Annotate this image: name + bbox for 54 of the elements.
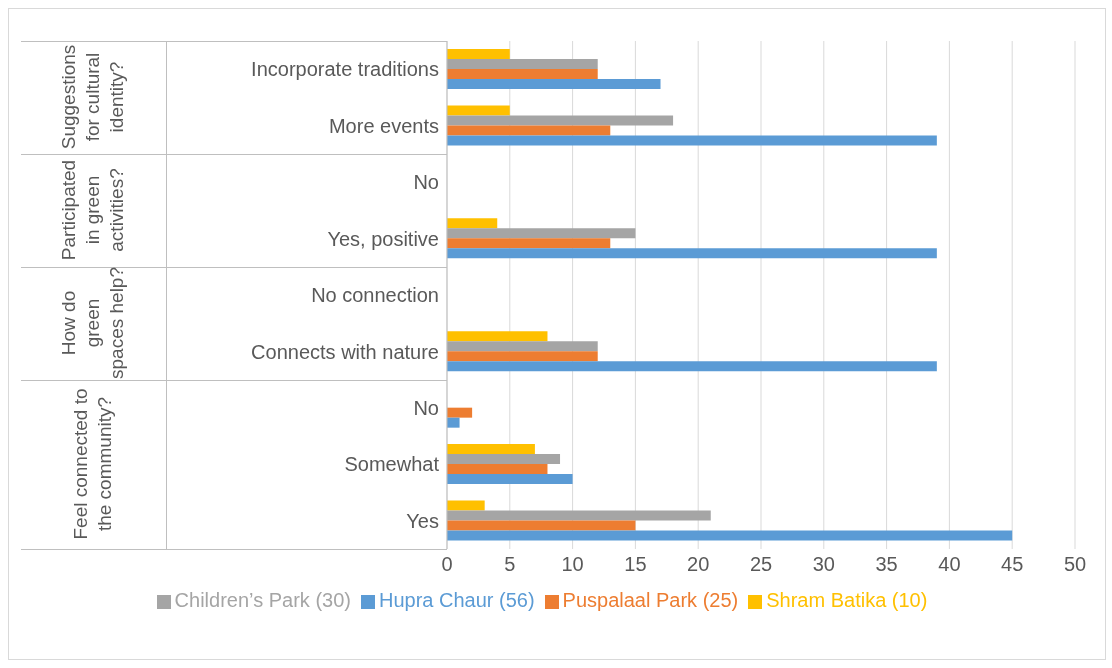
bar	[447, 69, 598, 79]
bar	[447, 228, 636, 239]
bar	[447, 407, 473, 418]
text: Participated in green activities?	[57, 159, 128, 263]
x-tick-label: 50	[1063, 553, 1087, 576]
x-tick-label: 15	[624, 553, 647, 576]
y-tick-label: Incorporate traditions	[251, 58, 439, 81]
bar	[447, 218, 498, 229]
x-tick-label: 45	[1001, 553, 1024, 576]
x-tick-label: 10	[561, 553, 584, 576]
x-tick-label: 5	[504, 553, 516, 576]
text: Feel connected to the community?	[69, 387, 116, 542]
y-tick-label: No	[413, 396, 439, 419]
x-tick-label: 30	[812, 553, 835, 576]
legend-label: Hupra Chaur (56)	[378, 589, 535, 611]
bar	[447, 115, 674, 126]
bar	[447, 464, 548, 475]
bar	[447, 59, 598, 69]
bar	[447, 238, 611, 249]
x-tick-label: 35	[875, 553, 898, 576]
y-tick-label: Connects with nature	[251, 340, 439, 363]
bar	[447, 341, 598, 352]
text: How do green spaces help?	[57, 266, 128, 380]
bar	[447, 105, 510, 116]
bar	[447, 79, 661, 89]
x-tick-label: 0	[441, 553, 453, 576]
bar	[447, 520, 636, 531]
bar	[447, 125, 611, 136]
bar	[447, 530, 1013, 541]
legend-label: Puspalaal Park (25)	[562, 589, 739, 611]
y-tick-label: No	[413, 171, 439, 194]
legend-label: Children’s Park (30)	[174, 589, 351, 611]
bar	[447, 331, 548, 342]
y-tick-label: No connection	[311, 284, 439, 307]
x-tick-label: 40	[938, 553, 961, 576]
bar	[447, 454, 561, 465]
x-tick-label: 20	[687, 553, 710, 576]
bar	[447, 510, 711, 521]
bar	[447, 417, 460, 428]
bar	[447, 474, 573, 485]
bar	[447, 351, 598, 362]
y-tick-label: Yes, positive	[327, 227, 439, 250]
bar	[447, 361, 937, 372]
bar	[447, 135, 937, 146]
bar	[447, 248, 937, 259]
y-tick-label: Yes	[406, 509, 439, 532]
y-tick-label: More events	[328, 114, 439, 137]
text: Suggestions for cultural identity?	[57, 44, 128, 152]
y-tick-label: Somewhat	[344, 453, 440, 476]
x-tick-label: 25	[749, 553, 773, 576]
bar	[447, 49, 510, 59]
legend-label: Shram Batika (10)	[766, 589, 928, 611]
bar	[447, 444, 535, 455]
bar	[447, 500, 485, 511]
